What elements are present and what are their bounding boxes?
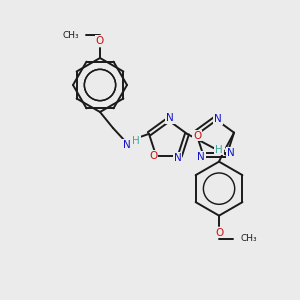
Text: CH₃: CH₃ — [240, 234, 257, 243]
Text: N: N — [227, 148, 235, 158]
Text: H: H — [132, 136, 140, 146]
Text: N: N — [123, 140, 131, 150]
Text: N: N — [166, 113, 174, 123]
Text: O: O — [149, 151, 158, 161]
Text: CH₃: CH₃ — [62, 31, 79, 40]
Text: N: N — [214, 114, 222, 124]
Text: H: H — [215, 145, 223, 154]
Text: O: O — [215, 228, 223, 238]
Text: N: N — [197, 152, 205, 162]
Text: O: O — [193, 130, 201, 141]
Text: N: N — [174, 153, 182, 163]
Text: O: O — [96, 36, 104, 46]
